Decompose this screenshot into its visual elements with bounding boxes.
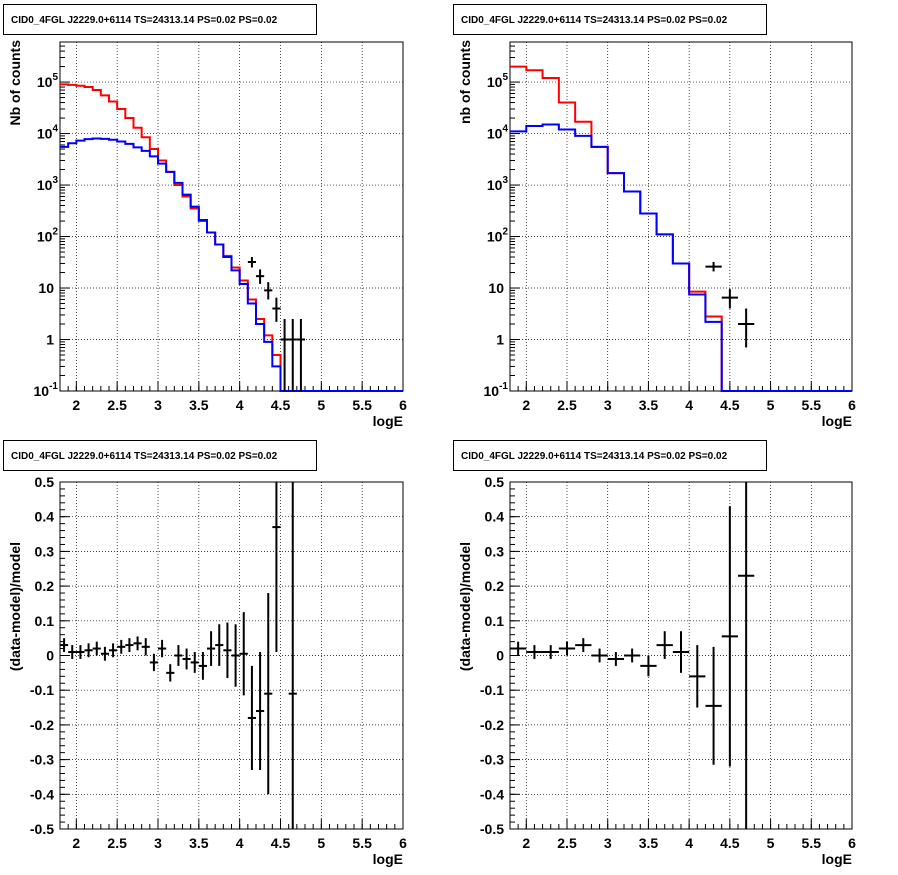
y-axis-label: Nb of counts xyxy=(7,40,23,126)
y-tick-label: 0.4 xyxy=(485,509,505,525)
x-tick-label: 5 xyxy=(767,397,775,413)
x-tick-label: 5.5 xyxy=(352,835,372,851)
y-tick-label: 0.3 xyxy=(35,543,55,559)
y-tick-label: 10 xyxy=(488,280,504,296)
title-box xyxy=(453,4,767,35)
y-tick-label: -0.3 xyxy=(480,752,504,768)
x-tick-label: 4 xyxy=(685,835,693,851)
y-axis-label: (data-model)/model xyxy=(7,542,23,671)
x-tick-label: 4.5 xyxy=(720,397,740,413)
y-tick-label: -0.5 xyxy=(30,821,54,837)
x-axis-label: logE xyxy=(822,851,852,867)
x-tick-label: 4.5 xyxy=(271,397,291,413)
y-tick-label: 105 xyxy=(37,72,59,90)
x-tick-label: 5.5 xyxy=(802,397,822,413)
y-tick-label: 0.1 xyxy=(35,613,55,629)
y-axis-label: (data-model)/model xyxy=(457,542,473,671)
y-tick-label: 0.4 xyxy=(35,509,55,525)
y-tick-label: -0.1 xyxy=(480,682,504,698)
title-box xyxy=(453,440,767,471)
x-tick-label: 3 xyxy=(604,835,612,851)
x-tick-label: 3 xyxy=(154,835,162,851)
x-tick-label: 4 xyxy=(236,835,244,851)
y-tick-label: 0.5 xyxy=(35,474,55,490)
chart-panel-2: CID0_4FGL J2229.0+6114 TS=24313.14 PS=0.… xyxy=(453,4,856,429)
chart-panel-4: CID0_4FGL J2229.0+6114 TS=24313.14 PS=0.… xyxy=(453,440,856,867)
y-tick-label: -0.5 xyxy=(480,821,504,837)
x-tick-label: 2 xyxy=(522,397,530,413)
chart-title: CID0_4FGL J2229.0+6114 TS=24313.14 PS=0.… xyxy=(461,15,728,26)
x-tick-label: 3.5 xyxy=(639,835,659,851)
y-tick-label: 105 xyxy=(487,72,509,90)
x-tick-label: 2 xyxy=(72,397,80,413)
chart-title: CID0_4FGL J2229.0+6114 TS=24313.14 PS=0.… xyxy=(461,451,728,462)
y-tick-label: -0.4 xyxy=(480,786,504,802)
x-tick-label: 2.5 xyxy=(107,835,127,851)
y-tick-label: 103 xyxy=(37,175,59,193)
y-axis-label: nb of counts xyxy=(457,40,473,124)
x-axis-label: logE xyxy=(822,413,852,429)
plot-frame xyxy=(59,41,404,392)
x-tick-label: 5 xyxy=(317,835,325,851)
chart-panel-3: CID0_4FGL J2229.0+6114 TS=24313.14 PS=0.… xyxy=(3,440,407,867)
y-tick-label: 0 xyxy=(496,648,504,664)
y-tick-label: 102 xyxy=(487,227,509,245)
x-tick-label: 3 xyxy=(154,397,162,413)
y-tick-label: 0.2 xyxy=(35,578,55,594)
y-tick-label: 102 xyxy=(37,227,59,245)
y-tick-label: 10 xyxy=(38,280,54,296)
y-tick-label: 104 xyxy=(37,124,59,142)
x-tick-label: 6 xyxy=(848,397,856,413)
y-tick-label: -0.1 xyxy=(30,682,54,698)
y-tick-label: 10-1 xyxy=(484,381,509,399)
series-line-2 xyxy=(60,137,403,392)
plot-frame xyxy=(509,41,853,392)
x-tick-label: 6 xyxy=(399,397,407,413)
chart-title: CID0_4FGL J2229.0+6114 TS=24313.14 PS=0.… xyxy=(11,15,278,26)
y-tick-label: 0 xyxy=(46,648,54,664)
y-tick-label: 0.5 xyxy=(485,474,505,490)
chart-title: CID0_4FGL J2229.0+6114 TS=24313.14 PS=0.… xyxy=(11,451,278,462)
x-tick-label: 2.5 xyxy=(107,397,127,413)
x-tick-label: 4 xyxy=(685,397,693,413)
y-tick-label: -0.3 xyxy=(30,752,54,768)
series-line-2 xyxy=(510,123,852,392)
x-tick-label: 6 xyxy=(399,835,407,851)
x-axis-label: logE xyxy=(373,413,403,429)
title-box xyxy=(3,4,317,35)
x-tick-label: 4.5 xyxy=(271,835,291,851)
x-tick-label: 2.5 xyxy=(557,835,577,851)
chart-panel-1: CID0_4FGL J2229.0+6114 TS=24313.14 PS=0.… xyxy=(3,4,407,429)
y-tick-label: -0.4 xyxy=(30,786,54,802)
y-tick-label: 1 xyxy=(496,332,504,348)
title-box xyxy=(3,440,317,471)
x-tick-label: 5 xyxy=(317,397,325,413)
x-tick-label: 4 xyxy=(236,397,244,413)
x-tick-label: 3.5 xyxy=(639,397,659,413)
y-tick-label: 104 xyxy=(487,124,509,142)
x-axis-label: logE xyxy=(373,851,403,867)
y-tick-label: -0.2 xyxy=(30,717,54,733)
y-tick-label: 103 xyxy=(487,175,509,193)
x-tick-label: 3.5 xyxy=(189,835,209,851)
x-tick-label: 2 xyxy=(72,835,80,851)
x-tick-label: 3.5 xyxy=(189,397,209,413)
x-tick-label: 5.5 xyxy=(802,835,822,851)
y-tick-label: -0.2 xyxy=(480,717,504,733)
x-tick-label: 2 xyxy=(522,835,530,851)
y-tick-label: 0.2 xyxy=(485,578,505,594)
x-tick-label: 4.5 xyxy=(720,835,740,851)
x-tick-label: 2.5 xyxy=(557,397,577,413)
y-tick-label: 0.1 xyxy=(485,613,505,629)
y-tick-label: 10-1 xyxy=(34,381,59,399)
x-tick-label: 5.5 xyxy=(352,397,372,413)
y-tick-label: 0.3 xyxy=(485,543,505,559)
x-tick-label: 5 xyxy=(767,835,775,851)
y-tick-label: 1 xyxy=(46,332,54,348)
x-tick-label: 6 xyxy=(848,835,856,851)
x-tick-label: 3 xyxy=(604,397,612,413)
